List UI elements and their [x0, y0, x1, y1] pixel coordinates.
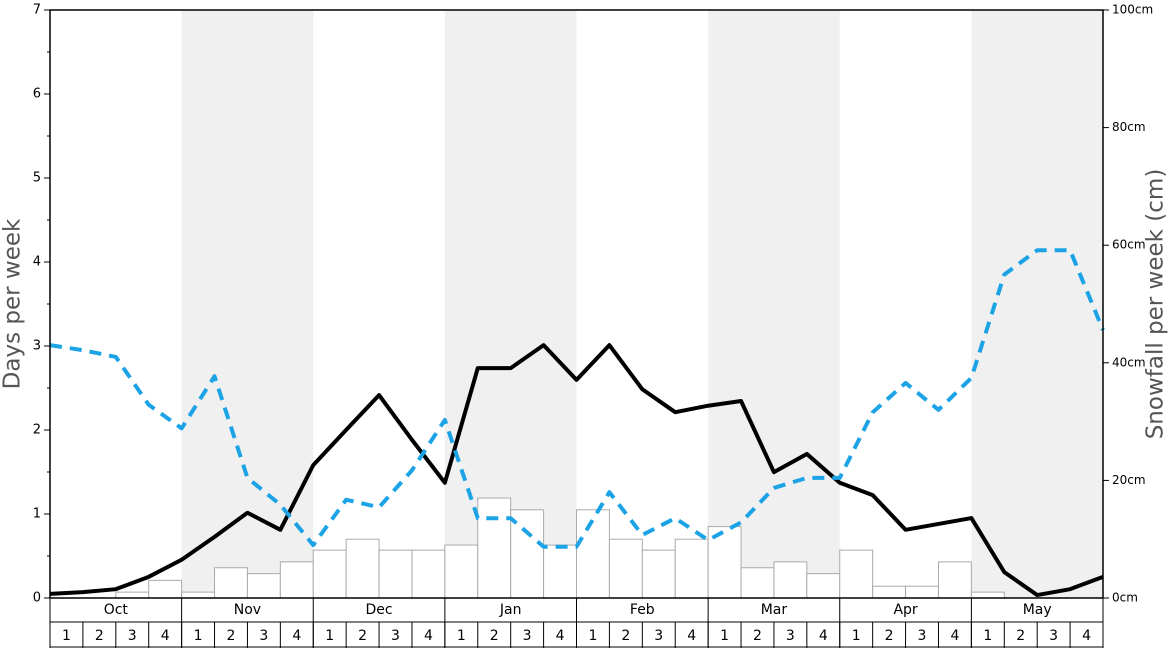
- bar: [411, 549, 446, 599]
- y2-tick-label: 20cm: [1112, 473, 1146, 487]
- week-label: 1: [852, 628, 861, 644]
- bar: [872, 585, 907, 599]
- week-label: 4: [556, 628, 565, 644]
- week-label: 2: [95, 628, 104, 644]
- week-label: 1: [457, 628, 466, 644]
- week-label: 2: [621, 628, 630, 644]
- y-tick-label: 0: [33, 591, 41, 606]
- y-tick-label: 7: [33, 3, 41, 18]
- month-band: [181, 10, 314, 598]
- month-label: Apr: [893, 602, 917, 618]
- y2-tick-label: 100cm: [1112, 3, 1153, 17]
- week-label: 2: [753, 628, 762, 644]
- bar: [181, 591, 216, 599]
- week-label: 4: [424, 628, 433, 644]
- bar: [214, 567, 248, 599]
- week-label: 1: [983, 628, 992, 644]
- month-label: Nov: [234, 602, 261, 618]
- y2-tick-label: 60cm: [1112, 238, 1146, 252]
- week-label: 1: [194, 628, 203, 644]
- month-label: Mar: [761, 602, 788, 618]
- month-band: [708, 10, 840, 598]
- week-label: 4: [292, 628, 301, 644]
- y-axis-title: Days per week: [0, 218, 26, 389]
- y-tick-label: 5: [33, 171, 41, 186]
- bar: [345, 538, 380, 599]
- week-label: 4: [950, 628, 959, 644]
- y2-axis-title: Snowfall per week (cm): [1143, 169, 1168, 440]
- bar: [378, 549, 413, 599]
- bar: [839, 549, 874, 599]
- week-label: 3: [523, 628, 532, 644]
- bar: [937, 561, 972, 599]
- bar: [806, 573, 841, 599]
- y-tick-label: 1: [33, 507, 41, 522]
- bar: [674, 538, 709, 599]
- week-label: 3: [654, 628, 663, 644]
- week-label: 3: [786, 628, 795, 644]
- week-label: 3: [391, 628, 400, 644]
- week-label: 4: [161, 628, 170, 644]
- bar: [608, 538, 643, 599]
- week-label: 2: [358, 628, 367, 644]
- week-label: 2: [227, 628, 236, 644]
- bar: [246, 573, 281, 599]
- week-label: 3: [918, 628, 927, 644]
- week-label: 3: [1049, 628, 1058, 644]
- month-band: [971, 10, 1103, 598]
- week-label: 4: [687, 628, 696, 644]
- week-label: 2: [1016, 628, 1025, 644]
- week-label: 3: [259, 628, 268, 644]
- week-label: 4: [1082, 628, 1091, 644]
- y2-tick-label: 40cm: [1112, 355, 1146, 369]
- bar: [543, 544, 577, 599]
- bar: [576, 509, 610, 599]
- y2-tick-label: 0cm: [1112, 591, 1138, 605]
- week-label: 1: [62, 628, 71, 644]
- week-label: 4: [819, 628, 828, 644]
- week-label: 1: [588, 628, 597, 644]
- y-tick-label: 2: [33, 423, 41, 438]
- bar: [641, 549, 676, 599]
- bar: [510, 509, 545, 599]
- y-tick-label: 3: [33, 339, 41, 354]
- bar: [312, 549, 347, 599]
- y-tick-label: 6: [33, 87, 41, 102]
- week-label: 2: [885, 628, 894, 644]
- y-tick-label: 4: [33, 255, 41, 270]
- bar: [444, 544, 479, 599]
- month-label: Feb: [630, 602, 655, 618]
- line: [49, 343, 1104, 598]
- week-label: 1: [720, 628, 729, 644]
- bar: [477, 497, 512, 599]
- bar: [905, 585, 939, 599]
- week-label: 3: [128, 628, 137, 644]
- bar: [279, 561, 314, 599]
- line: [49, 248, 1105, 549]
- week-label: 1: [325, 628, 334, 644]
- y2-tick-label: 80cm: [1112, 120, 1146, 134]
- bar: [773, 561, 808, 599]
- month-label: Dec: [366, 602, 393, 618]
- week-label: 2: [490, 628, 499, 644]
- month-label: May: [1023, 602, 1052, 618]
- bar: [115, 591, 150, 599]
- bar: [148, 579, 183, 599]
- bar: [970, 591, 1005, 599]
- bar: [740, 567, 775, 599]
- month-label: Oct: [104, 602, 129, 618]
- month-label: Jan: [499, 602, 522, 618]
